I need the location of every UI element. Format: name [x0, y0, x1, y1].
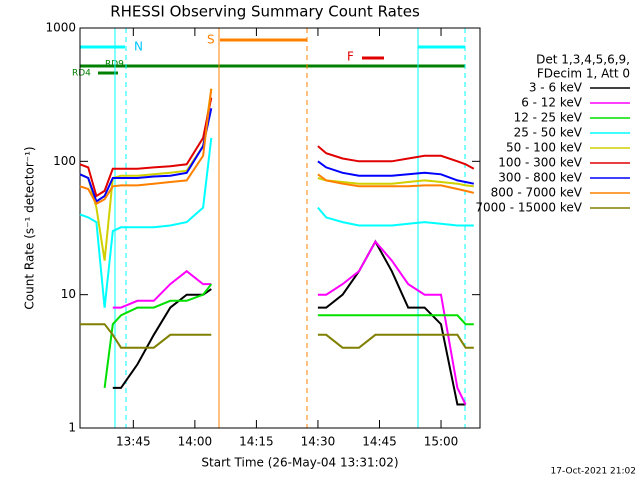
legend-title: FDecim 1, Att 0 — [537, 67, 630, 81]
legend-label: 300 - 800 keV — [498, 171, 582, 185]
flag-label: RD4 — [72, 69, 91, 79]
y-tick-label: 1 — [68, 421, 76, 435]
y-tick-label: 100 — [53, 154, 76, 168]
legend-label: 7000 - 15000 keV — [475, 201, 582, 215]
series-line — [79, 97, 475, 198]
series-line — [79, 137, 474, 308]
legend-label: 50 - 100 keV — [506, 141, 583, 155]
y-tick-label: 10 — [61, 287, 76, 301]
flag-label: F — [347, 50, 354, 64]
legend-label: 100 - 300 keV — [498, 156, 582, 170]
plot-frame — [79, 27, 481, 429]
x-tick-label: 14:30 — [301, 435, 336, 449]
y-tick-label: 1000 — [45, 21, 76, 35]
y-axis-label: Count Rate (s⁻¹ detector⁻¹) — [23, 146, 37, 309]
x-tick-label: 14:45 — [362, 435, 397, 449]
series-line — [79, 108, 475, 204]
series-line — [112, 239, 467, 405]
series-line — [80, 323, 474, 349]
flag-label: S — [207, 33, 215, 47]
x-tick-label: 14:15 — [239, 435, 274, 449]
legend-label: 25 - 50 keV — [514, 126, 583, 140]
footer: 17-Oct-2021 21:02 — [551, 467, 636, 477]
legend-label: 800 - 7000 keV — [491, 186, 583, 200]
x-axis-label: Start Time (26-May-04 13:31:02) — [201, 456, 398, 470]
legend-label: 12 - 25 keV — [514, 111, 583, 125]
x-tick-label: 13:45 — [116, 435, 151, 449]
x-tick-label: 14:00 — [178, 435, 213, 449]
legend-label: 6 - 12 keV — [521, 96, 583, 110]
x-tick-label: 15:00 — [424, 435, 459, 449]
flag-label: N — [134, 40, 143, 54]
series-line — [103, 283, 474, 389]
flags: N S F RD9 RD4 — [72, 28, 466, 428]
chart-title: RHESSI Observing Summary Count Rates — [110, 3, 420, 21]
legend-title: Det 1,3,4,5,6,9, — [536, 53, 630, 67]
legend-label: 3 - 6 keV — [529, 81, 583, 95]
series-line — [79, 88, 475, 206]
